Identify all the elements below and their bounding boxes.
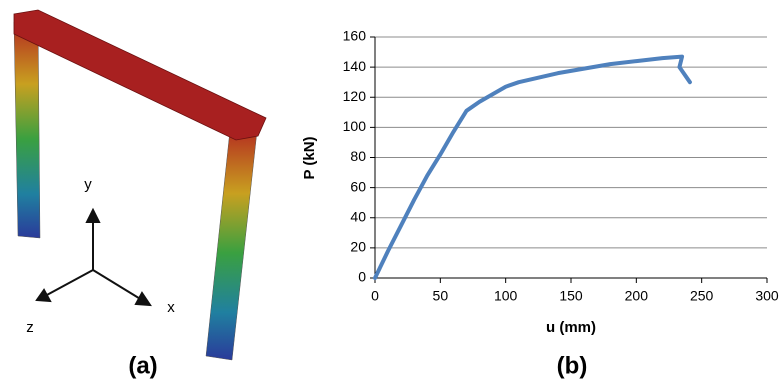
x-tick-label: 200 bbox=[625, 288, 649, 304]
x-tick-label: 100 bbox=[494, 288, 518, 304]
y-tick-label: 80 bbox=[350, 148, 366, 164]
x-tick-label: 50 bbox=[433, 288, 449, 304]
x-tick-label: 300 bbox=[755, 288, 779, 304]
y-axis-title: P (kN) bbox=[301, 136, 318, 179]
axis-label-z: z bbox=[26, 319, 34, 336]
data-line bbox=[375, 57, 690, 278]
figure: y x z (a) (b) u (mm) P (kN) 0 20 40 60 80 100… bbox=[0, 0, 784, 384]
axis-label-x: x bbox=[167, 299, 175, 316]
axis-label-y: y bbox=[84, 176, 92, 193]
y-tick-label: 120 bbox=[343, 88, 367, 104]
y-tick-label: 100 bbox=[343, 118, 367, 134]
frame-model bbox=[14, 10, 266, 360]
y-tick-label: 0 bbox=[358, 269, 366, 285]
x-tick-label: 250 bbox=[690, 288, 714, 304]
y-tick-label: 20 bbox=[350, 239, 366, 255]
x-tick-label: 150 bbox=[559, 288, 583, 304]
panel-label: (b) bbox=[557, 352, 588, 379]
panel-label: (a) bbox=[128, 352, 157, 379]
y-tick-label: 140 bbox=[343, 58, 367, 74]
y-tick-label: 60 bbox=[350, 178, 366, 194]
y-tick-label: 160 bbox=[343, 28, 367, 44]
y-tick-label: 40 bbox=[350, 208, 366, 224]
x-axis-title: u (mm) bbox=[546, 319, 596, 336]
x-tick-label: 0 bbox=[371, 288, 379, 304]
